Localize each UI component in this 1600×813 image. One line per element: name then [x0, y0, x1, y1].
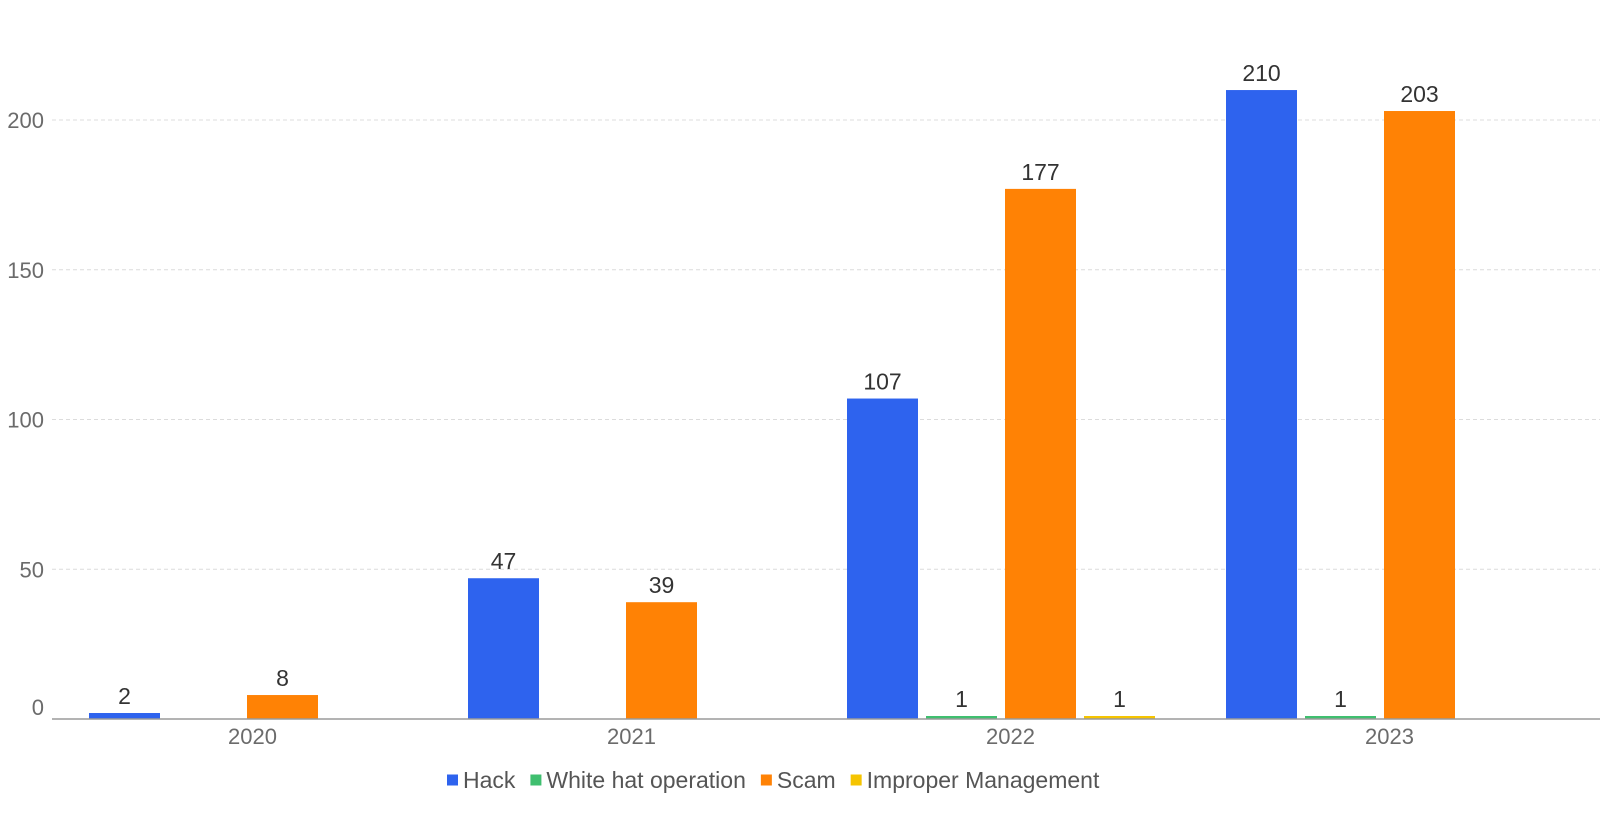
legend-swatch — [850, 774, 862, 786]
data-label: 210 — [1242, 60, 1280, 86]
x-tick-label: 2021 — [607, 724, 656, 749]
legend-swatch — [447, 774, 458, 786]
y-tick-label: 100 — [7, 408, 44, 433]
legend-label: White hat operation — [546, 767, 745, 793]
bar-hack-2022[interactable] — [847, 398, 918, 719]
bar-hack-2023[interactable] — [1226, 90, 1297, 720]
x-tick-label: 2022 — [986, 724, 1035, 749]
legend-item-scam[interactable]: Scam — [760, 767, 836, 793]
bar-white-hat-operation-2022[interactable] — [926, 716, 997, 719]
legend-swatch — [530, 774, 542, 786]
data-label: 1 — [1113, 686, 1126, 712]
data-label: 1 — [1334, 686, 1347, 712]
data-label: 107 — [863, 369, 901, 395]
legend-item-white-hat-operation[interactable]: White hat operation — [530, 767, 746, 793]
data-label: 177 — [1021, 159, 1059, 185]
bar-scam-2022[interactable] — [1005, 188, 1076, 719]
data-labels: 2 8 47 39 107 1 177 1 210 1 203 — [118, 60, 1439, 712]
legend-label: Hack — [463, 767, 516, 793]
x-tick-label: 2020 — [228, 724, 277, 749]
legend-item-improper-management[interactable]: Improper Management — [850, 767, 1100, 793]
bars — [89, 90, 1455, 720]
gridlines — [52, 119, 1600, 570]
data-label: 2 — [118, 683, 131, 709]
bar-scam-2020[interactable] — [247, 695, 318, 719]
data-label: 47 — [491, 548, 517, 574]
data-label: 203 — [1400, 81, 1438, 107]
legend-swatch — [760, 774, 772, 786]
legend-label: Scam — [777, 767, 836, 793]
x-tick-label: 2023 — [1365, 724, 1414, 749]
y-tick-label: 50 — [20, 557, 44, 582]
y-tick-label: 0 — [32, 695, 44, 720]
bar-improper-management-2022[interactable] — [1084, 716, 1155, 719]
legend-label: Improper Management — [867, 767, 1100, 793]
data-label: 8 — [276, 665, 289, 691]
x-axis: 2020 2021 2022 2023 — [228, 724, 1414, 749]
bar-hack-2021[interactable] — [468, 578, 539, 719]
legend[interactable]: Hack White hat operation Scam Improper Mana… — [447, 767, 1100, 793]
y-tick-label: 150 — [7, 258, 44, 283]
y-tick-label: 200 — [7, 108, 44, 133]
y-axis: 0 50 100 150 200 — [7, 108, 44, 720]
bar-scam-2021[interactable] — [626, 602, 697, 719]
data-label: 1 — [955, 686, 968, 712]
bar-scam-2023[interactable] — [1384, 111, 1455, 719]
legend-item-hack[interactable]: Hack — [447, 767, 516, 793]
bar-hack-2020[interactable] — [89, 713, 160, 719]
data-label: 39 — [649, 572, 675, 598]
bar-white-hat-operation-2023[interactable] — [1305, 716, 1376, 719]
